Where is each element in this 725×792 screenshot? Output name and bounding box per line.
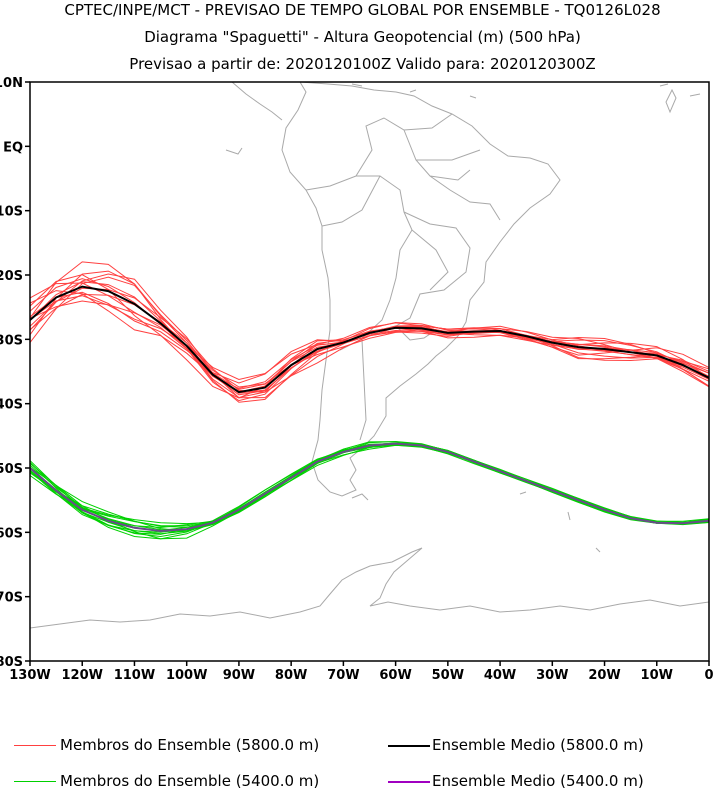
member-5400-line <box>30 442 709 532</box>
legend-swatch-mean-5400 <box>388 781 430 783</box>
title-line-1: CPTEC/INPE/MCT - PREVISAO DE TEMPO GLOBA… <box>64 1 661 19</box>
atlantic-islands <box>351 491 601 553</box>
lat-tick-label: 10S <box>0 205 23 220</box>
lon-tick-label: 100W <box>166 668 207 683</box>
lon-tick-label: 20W <box>588 668 620 683</box>
member-5400-line <box>30 444 709 538</box>
latitude-axis: 10N EQ 10S 20S 30S 40S 50S 60S 70S 80S <box>0 76 30 670</box>
lat-tick-label: 70S <box>0 591 23 606</box>
lat-tick-label: 10N <box>0 76 23 91</box>
coastline-layer <box>30 82 709 629</box>
lon-tick-label: 40W <box>484 668 516 683</box>
member-5400-line <box>30 444 709 531</box>
plot-frame <box>29 81 710 662</box>
legend-label-members-5400: Membros do Ensemble (5400.0 m) <box>60 772 320 790</box>
lon-tick-label: 70W <box>327 668 359 683</box>
legend-swatch-members-5800 <box>14 745 56 746</box>
legend-label-mean-5800: Ensemble Medio (5800.0 m) <box>432 736 644 754</box>
lon-tick-label: 50W <box>432 668 464 683</box>
lat-tick-label: 20S <box>0 269 23 284</box>
legend-swatch-mean-5800 <box>388 745 430 747</box>
lon-tick-label: 120W <box>61 668 102 683</box>
legend-label-mean-5400: Ensemble Medio (5400.0 m) <box>432 772 644 790</box>
title-line-2: Diagrama "Spaguetti" - Altura Geopotenci… <box>144 28 581 46</box>
members-5400-layer <box>30 440 709 540</box>
south-america-coast <box>281 82 561 497</box>
member-5800-line <box>30 300 709 390</box>
caribbean-islands <box>351 83 701 114</box>
mean-5800-line <box>30 285 709 394</box>
lon-tick-label: 0 <box>704 668 713 683</box>
lat-tick-label: EQ <box>3 140 23 155</box>
central-america-coast <box>225 82 283 155</box>
member-5800-line <box>30 290 709 389</box>
member-5800-line <box>30 281 709 403</box>
lat-tick-label: 30S <box>0 333 23 348</box>
lat-tick-label: 40S <box>0 398 23 413</box>
member-5800-line <box>30 282 709 393</box>
lat-tick-label: 50S <box>0 462 23 477</box>
member-5800-line <box>30 291 709 387</box>
title-line-3: Previsao a partir de: 2020120100Z Valido… <box>129 55 596 73</box>
longitude-axis: 130W 120W 110W 100W 90W 80W 70W 60W 50W 40W 30W 20W… <box>9 661 714 683</box>
lon-tick-label: 10W <box>641 668 673 683</box>
lon-tick-label: 30W <box>536 668 568 683</box>
legend-label-members-5800: Membros do Ensemble (5800.0 m) <box>60 736 320 754</box>
mean-5400-line <box>30 442 709 533</box>
member-5400-line <box>30 442 709 527</box>
map-chart: 10N EQ 10S 20S 30S 40S 50S 60S 70S 80S 130W 120W 11… <box>0 76 714 683</box>
member-5800-line <box>30 274 709 399</box>
legend-swatch-members-5400 <box>14 781 56 782</box>
lon-tick-label: 60W <box>379 668 411 683</box>
lon-tick-label: 110W <box>114 668 155 683</box>
country-borders <box>305 113 501 441</box>
lon-tick-label: 90W <box>223 668 255 683</box>
lat-tick-label: 60S <box>0 526 23 541</box>
member-5400-line <box>30 441 709 533</box>
lon-tick-label: 130W <box>9 668 50 683</box>
member-5400-line <box>30 443 709 529</box>
lon-tick-label: 80W <box>275 668 307 683</box>
member-5400-line <box>30 440 709 531</box>
lat-tick-label: 80S <box>0 655 23 670</box>
ensemble-mean-layer <box>30 285 709 533</box>
antarctica-coast <box>30 547 709 629</box>
member-5400-line <box>30 442 709 528</box>
